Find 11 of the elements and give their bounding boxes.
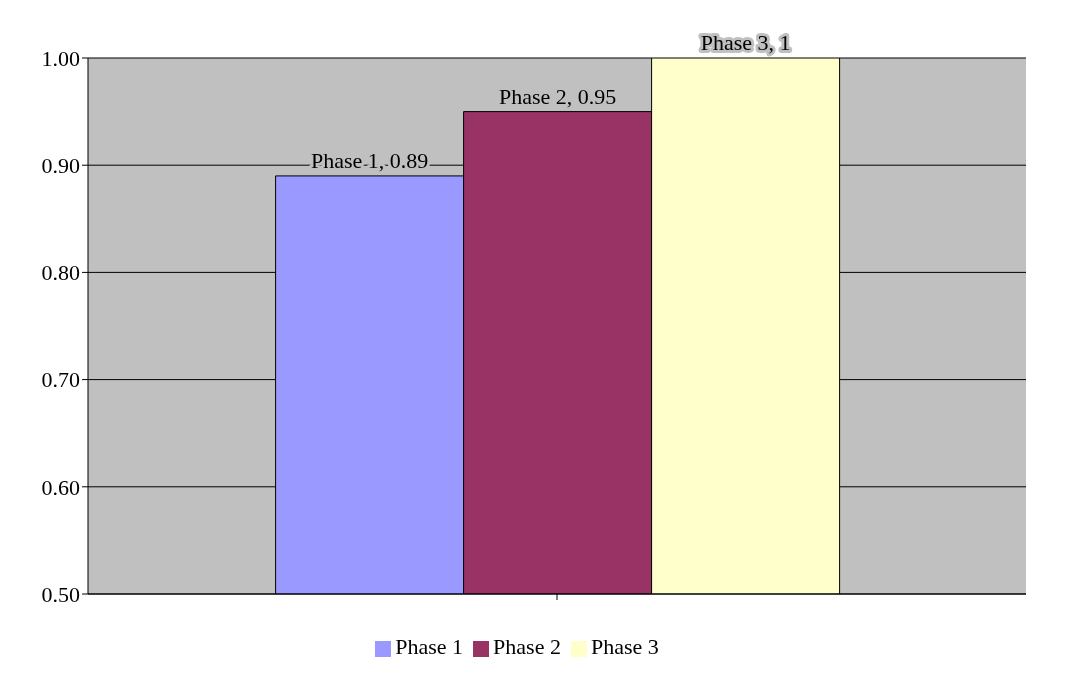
y-tick-label: 1.00 [41, 45, 80, 71]
y-tick-label: 0.50 [41, 581, 80, 607]
legend-label: Phase 3 [590, 634, 659, 659]
y-tick-label: 0.80 [41, 260, 80, 286]
y-tick-label: 0.70 [41, 367, 80, 393]
data-label: Phase 3, 1 [700, 30, 791, 55]
legend-label: Phase 1 [395, 634, 464, 659]
y-tick-label: 0.90 [41, 153, 80, 179]
y-tick-label: 0.60 [41, 474, 80, 500]
data-label: Phase 2, 0.95 [498, 83, 617, 109]
legend-label: Phase 2 [493, 634, 561, 659]
